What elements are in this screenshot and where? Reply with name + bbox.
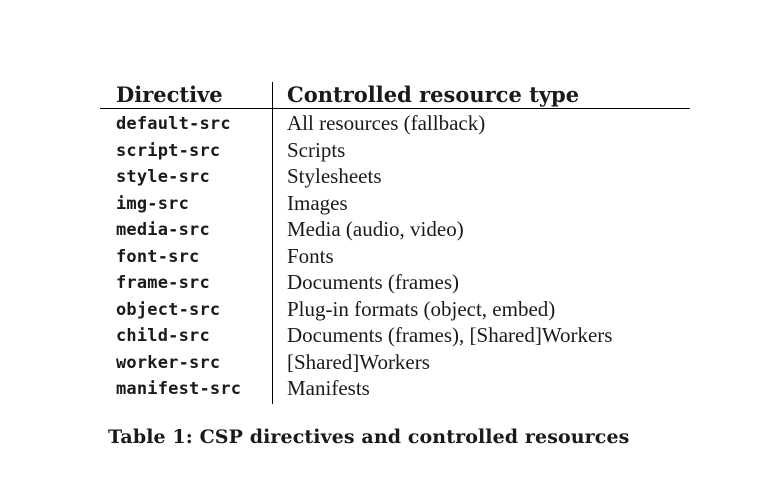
column-divider bbox=[272, 82, 273, 404]
resource-type-cell: Stylesheets bbox=[287, 164, 382, 188]
table-row: default-src All resources (fallback) bbox=[100, 110, 690, 136]
table-row: child-src Documents (frames), [Shared]Wo… bbox=[100, 322, 690, 348]
resource-type-cell: Media (audio, video) bbox=[287, 217, 464, 241]
resource-type-cell: Documents (frames) bbox=[287, 270, 460, 294]
table-header-row: Directive Controlled resource type bbox=[100, 80, 690, 107]
directive-cell: script-src bbox=[116, 140, 221, 161]
resource-type-cell: Scripts bbox=[287, 137, 346, 162]
directive-cell: style-src bbox=[116, 167, 210, 187]
resource-type-cell: [Shared]Workers bbox=[287, 349, 430, 374]
header-rule bbox=[100, 108, 690, 109]
table-row: worker-src [Shared]Workers bbox=[100, 349, 690, 375]
directive-cell: media-src bbox=[116, 220, 210, 240]
directive-cell: default-src bbox=[116, 114, 231, 134]
table-row: object-src Plug-in formats (object, embe… bbox=[100, 296, 690, 322]
resource-type-cell: Manifests bbox=[287, 376, 370, 400]
header-directive: Directive bbox=[116, 82, 223, 107]
table-row: media-src Media (audio, video) bbox=[100, 216, 690, 242]
directive-cell: img-src bbox=[116, 193, 190, 214]
table-row: img-src Images bbox=[100, 190, 690, 216]
directive-cell: manifest-src bbox=[116, 379, 242, 399]
directive-cell: frame-src bbox=[116, 273, 210, 293]
table-row: font-src Fonts bbox=[100, 243, 690, 269]
directive-cell: object-src bbox=[116, 299, 221, 320]
resource-type-cell: All resources (fallback) bbox=[287, 111, 486, 135]
table-row: frame-src Documents (frames) bbox=[100, 269, 690, 295]
resource-type-cell: Images bbox=[287, 190, 348, 215]
table-row: manifest-src Manifests bbox=[100, 375, 690, 401]
header-resource-type: Controlled resource type bbox=[287, 82, 580, 107]
directive-cell: font-src bbox=[116, 246, 200, 267]
directive-cell: child-src bbox=[116, 326, 210, 346]
resource-type-cell: Documents (frames), [Shared]Workers bbox=[287, 323, 613, 347]
resource-type-cell: Plug-in formats (object, embed) bbox=[287, 296, 556, 321]
table-caption: Table 1: CSP directives and controlled r… bbox=[108, 426, 630, 448]
directive-cell: worker-src bbox=[116, 352, 221, 373]
resource-type-cell: Fonts bbox=[287, 243, 334, 268]
table-row: script-src Scripts bbox=[100, 137, 690, 163]
table-row: style-src Stylesheets bbox=[100, 163, 690, 189]
